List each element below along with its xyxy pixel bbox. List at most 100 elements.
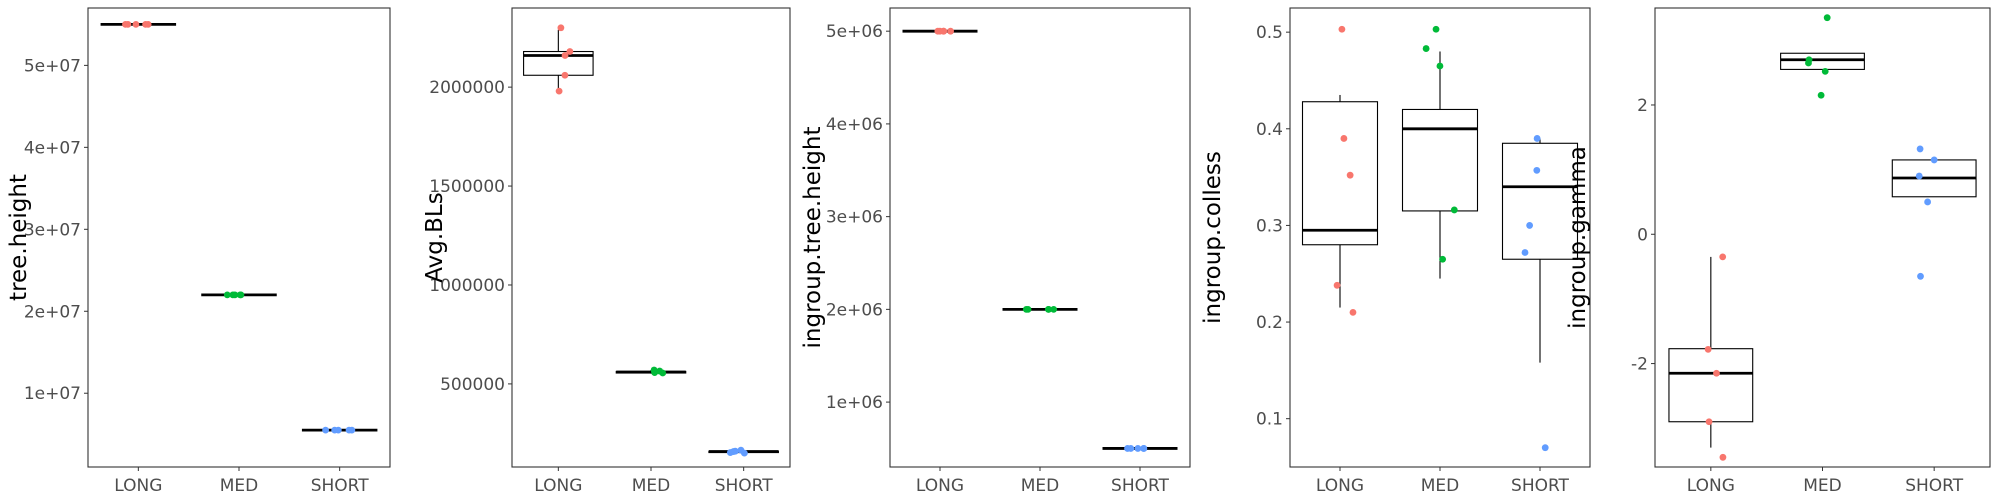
data-point — [1526, 222, 1534, 229]
data-point — [322, 426, 330, 434]
data-point — [345, 426, 353, 434]
x-tick-label: SHORT — [1905, 476, 1964, 496]
data-point — [651, 369, 659, 377]
y-axis-title: ingroup.gamma — [1565, 146, 1591, 329]
y-tick-label: 4e+07 — [24, 138, 81, 158]
y-tick-label: 2e+07 — [24, 302, 81, 322]
data-point — [1422, 45, 1430, 52]
y-tick-label: 1500000 — [429, 177, 505, 197]
y-tick-label: 0 — [1637, 225, 1648, 245]
data-point — [236, 291, 244, 299]
data-point — [1713, 369, 1720, 377]
data-point — [1719, 253, 1727, 261]
data-point — [1533, 166, 1541, 174]
data-point — [947, 27, 954, 35]
data-point — [1333, 281, 1341, 289]
x-tick-label: MED — [220, 476, 259, 496]
data-point — [1705, 418, 1713, 426]
y-axis-title: Avg.BLs — [422, 192, 448, 282]
x-tick-label: SHORT — [715, 476, 774, 496]
data-point — [1533, 135, 1541, 142]
data-point — [1930, 156, 1938, 164]
x-tick-label: MED — [1421, 476, 1460, 496]
data-point — [1521, 249, 1529, 256]
x-tick-label: SHORT — [1511, 476, 1570, 496]
data-point — [566, 48, 574, 55]
data-point — [132, 20, 140, 28]
data-point — [1044, 305, 1052, 313]
data-point — [561, 71, 569, 79]
data-point — [1817, 91, 1825, 99]
data-point — [555, 87, 563, 95]
data-point — [1338, 25, 1346, 33]
data-point — [940, 27, 947, 35]
y-tick-label: 1e+07 — [24, 384, 81, 404]
data-point — [1432, 25, 1440, 33]
x-tick-label: MED — [632, 476, 671, 496]
x-tick-label: SHORT — [311, 476, 370, 496]
data-point — [1450, 206, 1458, 214]
data-point — [1127, 445, 1135, 452]
box-long — [1668, 348, 1754, 423]
data-point — [1823, 14, 1831, 22]
y-tick-label: 4e+06 — [826, 115, 883, 135]
x-tick-label: LONG — [114, 476, 162, 496]
y-tick-label: -2 — [1631, 355, 1648, 375]
data-point — [1140, 445, 1148, 452]
box-med — [1401, 108, 1479, 212]
x-tick-label: LONG — [916, 476, 964, 496]
data-point — [1050, 305, 1058, 313]
data-point — [1436, 62, 1444, 70]
data-point — [331, 426, 339, 434]
x-tick-label: LONG — [1316, 476, 1364, 496]
data-point — [1719, 453, 1727, 461]
data-point — [740, 449, 748, 457]
panel-5: -2 0 2 ingroup.gamma LONG MED SHORT — [1565, 7, 1991, 496]
data-point — [124, 20, 132, 28]
y-tick-label: 2000000 — [429, 78, 505, 98]
data-point — [1024, 305, 1032, 313]
data-point — [1915, 172, 1923, 180]
data-point — [659, 369, 667, 377]
data-point — [1704, 345, 1712, 353]
panel-border — [889, 7, 1191, 468]
data-point — [1924, 198, 1932, 206]
y-axis-title: ingroup.colless — [1200, 151, 1226, 324]
y-tick-label: 5e+07 — [24, 56, 81, 76]
data-point — [1541, 444, 1549, 452]
data-point — [1916, 145, 1924, 153]
data-point — [557, 24, 565, 32]
panel-1: 1e+07 2e+07 3e+07 4e+07 5e+07 tree.height LONG… — [6, 7, 391, 496]
y-axis-title: tree.height — [6, 174, 32, 301]
x-tick-label: MED — [1021, 476, 1060, 496]
data-point — [1917, 272, 1924, 280]
box-med — [1780, 52, 1865, 70]
y-tick-label: 0.2 — [1256, 313, 1283, 333]
y-tick-label: 1000000 — [429, 276, 505, 296]
y-tick-label: 0.5 — [1256, 23, 1283, 43]
data-point — [1134, 445, 1142, 452]
data-point — [1349, 308, 1357, 316]
data-point — [1821, 67, 1829, 75]
panel-4: 0.1 0.2 0.3 0.4 0.5 ingroup.colless LONG MED SHO… — [1200, 7, 1591, 496]
data-point — [1805, 59, 1812, 67]
x-tick-label: MED — [1803, 476, 1842, 496]
data-point — [229, 291, 237, 299]
box-long — [523, 50, 594, 76]
data-point — [223, 291, 231, 299]
y-tick-label: 500000 — [440, 375, 505, 395]
y-tick-label: 1e+06 — [826, 393, 883, 413]
panel-border — [87, 7, 391, 468]
y-tick-label: 2e+06 — [826, 300, 883, 320]
data-point — [144, 20, 152, 28]
x-tick-label: LONG — [1687, 476, 1735, 496]
y-axis-title: ingroup.tree.height — [800, 127, 826, 349]
y-tick-label: 0.1 — [1256, 410, 1283, 430]
x-tick-label: SHORT — [1111, 476, 1170, 496]
y-tick-label: 3e+07 — [24, 220, 81, 240]
data-point — [1439, 255, 1447, 263]
x-tick-label: LONG — [534, 476, 582, 496]
data-point — [1346, 171, 1354, 179]
y-tick-label: 3e+06 — [826, 208, 883, 228]
